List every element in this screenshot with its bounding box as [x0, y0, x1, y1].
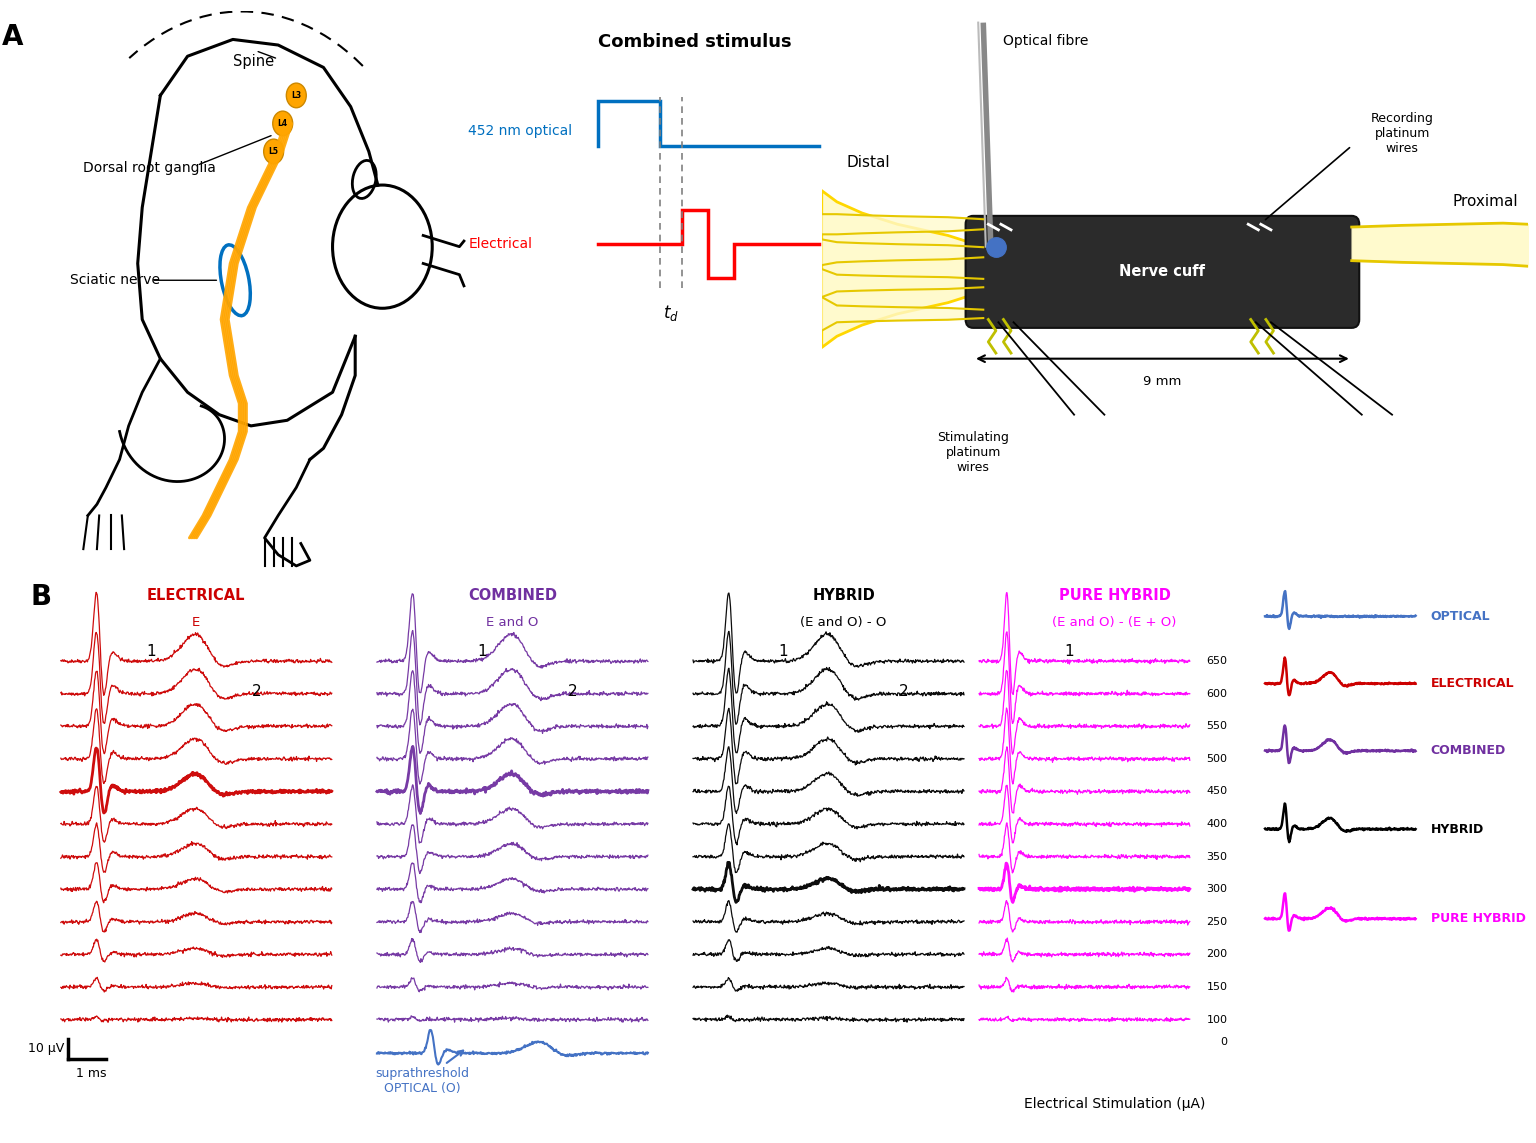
Text: 200: 200 — [1206, 950, 1227, 959]
Text: 100: 100 — [1206, 1015, 1227, 1024]
Text: 9 mm: 9 mm — [1143, 375, 1181, 389]
Polygon shape — [822, 191, 983, 347]
Text: E and O: E and O — [487, 616, 539, 630]
Text: COMBINED: COMBINED — [468, 589, 558, 604]
Text: Distal: Distal — [846, 155, 891, 170]
Text: Nerve cuff: Nerve cuff — [1120, 264, 1206, 279]
Text: 350: 350 — [1206, 852, 1227, 862]
Text: ELECTRICAL: ELECTRICAL — [147, 589, 246, 604]
Text: OPTICAL: OPTICAL — [1430, 610, 1490, 623]
Text: 550: 550 — [1206, 721, 1227, 732]
Text: suprathreshold
OPTICAL (O): suprathreshold OPTICAL (O) — [375, 1050, 468, 1095]
FancyBboxPatch shape — [966, 216, 1359, 328]
Text: PURE HYBRID: PURE HYBRID — [1058, 589, 1170, 604]
Circle shape — [286, 83, 306, 107]
Text: HYBRID: HYBRID — [813, 589, 876, 604]
Text: Recording
platinum
wires: Recording platinum wires — [1370, 112, 1433, 155]
Text: PURE HYBRID: PURE HYBRID — [1430, 912, 1525, 925]
Text: ELECTRICAL: ELECTRICAL — [1430, 677, 1514, 690]
Text: L5: L5 — [269, 147, 278, 155]
Text: L4: L4 — [278, 119, 287, 128]
Text: Electrical Stimulation (μA): Electrical Stimulation (μA) — [1025, 1096, 1206, 1111]
Text: $t_d$: $t_d$ — [664, 303, 679, 323]
Text: 600: 600 — [1206, 689, 1227, 698]
Text: 1: 1 — [779, 645, 788, 660]
Text: COMBINED: COMBINED — [1430, 744, 1505, 757]
Text: 452 nm optical: 452 nm optical — [468, 123, 573, 138]
Text: 400: 400 — [1206, 820, 1227, 829]
Text: 10 μV: 10 μV — [28, 1042, 65, 1055]
Text: (E and O) - (E + O): (E and O) - (E + O) — [1052, 616, 1177, 630]
Text: B: B — [31, 583, 52, 610]
Text: 450: 450 — [1206, 786, 1227, 797]
Text: (E and O) - O: (E and O) - O — [800, 616, 886, 630]
Text: HYBRID: HYBRID — [1430, 823, 1484, 836]
Text: 2: 2 — [899, 684, 909, 698]
Text: Combined stimulus: Combined stimulus — [598, 33, 791, 50]
Text: 1: 1 — [478, 645, 487, 660]
Text: 0: 0 — [1221, 1037, 1227, 1047]
Text: Proximal: Proximal — [1453, 194, 1518, 209]
Text: 300: 300 — [1206, 885, 1227, 894]
Text: Spine: Spine — [233, 55, 273, 70]
Text: 500: 500 — [1206, 754, 1227, 764]
Text: Electrical: Electrical — [468, 237, 533, 251]
Text: Stimulating
platinum
wires: Stimulating platinum wires — [937, 432, 1009, 474]
Text: Sciatic nerve: Sciatic nerve — [69, 273, 160, 287]
Text: Optical fibre: Optical fibre — [1003, 34, 1089, 48]
Text: L3: L3 — [292, 91, 301, 99]
Text: 650: 650 — [1206, 656, 1227, 666]
Text: 150: 150 — [1206, 982, 1227, 992]
Circle shape — [264, 139, 284, 163]
Text: Dorsal root ganglia: Dorsal root ganglia — [83, 161, 217, 175]
Text: 1 ms: 1 ms — [75, 1068, 106, 1080]
Text: 1: 1 — [1064, 645, 1074, 660]
Text: 2: 2 — [568, 684, 578, 698]
Text: 1: 1 — [146, 645, 157, 660]
Text: 250: 250 — [1206, 917, 1227, 927]
Text: A: A — [2, 23, 23, 50]
Circle shape — [273, 111, 293, 136]
Text: 2: 2 — [252, 684, 261, 698]
Text: E: E — [192, 616, 200, 630]
